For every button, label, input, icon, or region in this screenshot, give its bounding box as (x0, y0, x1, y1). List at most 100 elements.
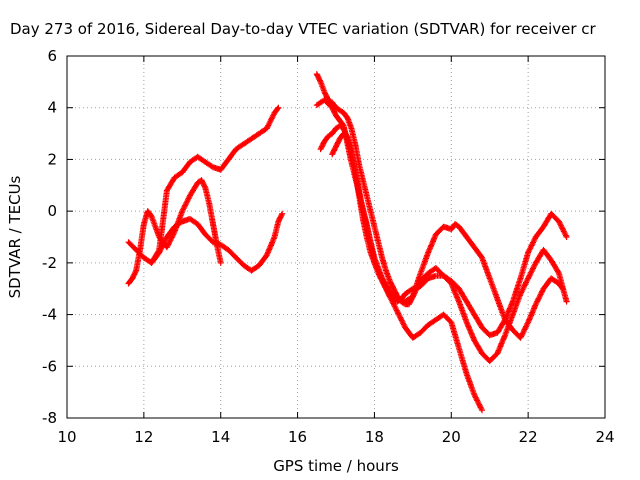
plus-markers (271, 104, 282, 116)
x-tick-label: 20 (442, 428, 461, 446)
plus-markers (206, 200, 216, 226)
plus-markers (325, 131, 334, 140)
y-tick-label: -6 (42, 357, 57, 375)
plus-markers (263, 235, 277, 259)
x-tick-label: 12 (134, 428, 153, 446)
plus-markers (517, 251, 531, 282)
plus-markers (390, 296, 400, 304)
plus-markers (256, 253, 269, 269)
plus-markers (144, 208, 154, 219)
plus-markers (525, 261, 539, 282)
plus-markers (555, 280, 566, 292)
y-axis-label: SDTVAR / TECUs (6, 175, 24, 298)
plus-markers (432, 224, 446, 238)
plus-markers (248, 263, 261, 274)
plot-frame (66, 55, 606, 419)
plus-markers (333, 123, 342, 132)
plus-markers (156, 189, 170, 253)
plus-markers (202, 231, 215, 245)
plus-markers (187, 215, 200, 227)
series-4 (313, 71, 570, 365)
plus-markers (187, 181, 200, 199)
plus-markers (233, 254, 246, 268)
plus-markers (336, 117, 346, 128)
plus-markers (148, 213, 162, 239)
plus-markers (548, 257, 562, 275)
plus-markers (517, 320, 531, 341)
plus-markers (263, 111, 277, 132)
plus-markers (540, 212, 554, 230)
plus-markers (417, 323, 431, 336)
plus-markers (225, 147, 239, 163)
plus-markers (233, 141, 246, 153)
x-axis-label: GPS time / hours (273, 457, 399, 475)
plus-markers (194, 178, 204, 186)
plus-markers (509, 292, 523, 318)
y-tick-label: 2 (47, 150, 57, 168)
plus-markers (456, 223, 465, 234)
plus-markers (456, 285, 469, 304)
plus-markers (275, 210, 286, 225)
chart-title: Day 273 of 2016, Sidereal Day-to-day VTE… (10, 20, 597, 38)
plus-markers (463, 298, 477, 317)
plus-markers (194, 153, 208, 165)
series-7 (329, 130, 570, 339)
plus-markers (321, 97, 335, 110)
plus-markers (471, 337, 485, 356)
plus-markers (486, 275, 500, 301)
plus-markers (471, 391, 485, 414)
plus-markers (540, 246, 554, 263)
plus-markers (486, 351, 500, 365)
plus-markers (402, 294, 415, 305)
plus-markers (329, 99, 339, 110)
series-3 (148, 104, 282, 266)
plus-markers (398, 291, 408, 303)
plus-markers (375, 239, 385, 260)
x-tick-label: 16 (288, 428, 307, 446)
y-tick-label: -4 (42, 306, 57, 324)
plus-markers (394, 296, 403, 305)
plus-markers (171, 170, 184, 181)
plus-markers (225, 246, 238, 260)
plus-markers (471, 311, 485, 330)
plus-markers (344, 133, 354, 154)
plus-markers (379, 278, 389, 291)
plus-markers (463, 319, 477, 342)
plus-markers (463, 234, 477, 250)
plus-markers (171, 209, 185, 235)
plus-markers (125, 276, 135, 287)
plus-markers (532, 248, 546, 266)
plus-markers (129, 268, 139, 282)
plus-markers (548, 210, 561, 224)
plus-markers (359, 177, 370, 198)
series-1 (125, 210, 286, 274)
x-tick-label: 18 (365, 428, 384, 446)
plus-markers (386, 293, 396, 302)
plus-markers (532, 224, 546, 240)
plus-markers (179, 160, 193, 176)
plus-markers (440, 272, 453, 284)
plus-markers (248, 131, 261, 142)
plus-markers (363, 192, 374, 213)
plus-markers (479, 254, 493, 280)
plus-markers (525, 235, 539, 256)
plus-markers (340, 109, 350, 120)
y-tick-label: -8 (42, 409, 57, 427)
plus-markers (256, 126, 269, 137)
plus-markers (371, 223, 381, 244)
x-tick-label: 22 (519, 428, 538, 446)
plus-markers (532, 287, 546, 308)
series-2 (125, 177, 224, 287)
plus-markers (394, 309, 408, 330)
plus-markers (179, 194, 193, 215)
plus-markers (163, 230, 177, 251)
plus-markers (494, 333, 508, 357)
plus-markers (336, 107, 346, 115)
plus-markers (356, 192, 366, 221)
plus-markers (217, 157, 231, 173)
plus-markers (525, 302, 539, 326)
plus-markers (202, 184, 212, 205)
plus-markers (352, 169, 362, 198)
